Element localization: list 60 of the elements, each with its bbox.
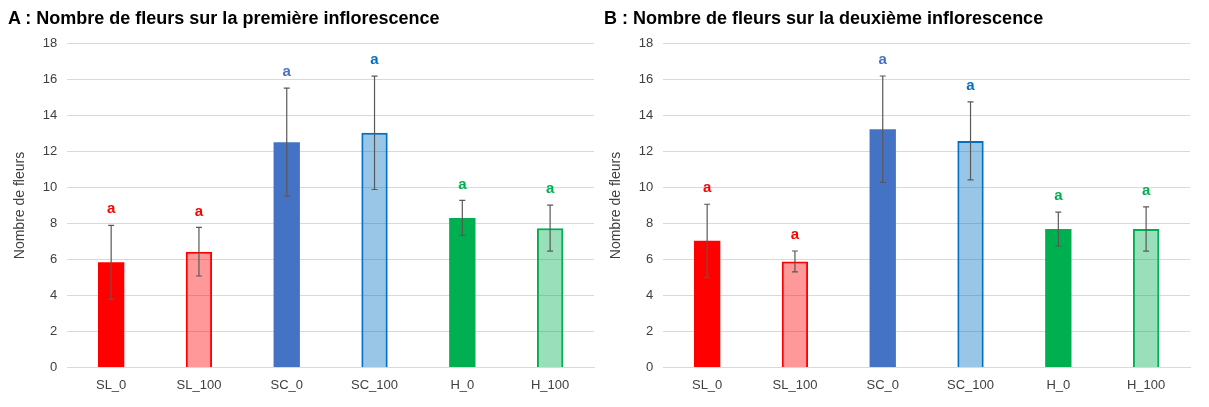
- x-tick-label: H_100: [1126, 376, 1166, 392]
- y-tick-label: 8: [50, 215, 58, 231]
- annotation: a: [106, 199, 116, 217]
- x-tick-label: SL_0: [691, 376, 723, 392]
- annotation: a: [878, 50, 888, 68]
- y-tick-label: 0: [646, 358, 654, 374]
- y-tick-label: 6: [646, 251, 654, 267]
- x-tick-label: H_0: [450, 376, 475, 392]
- annotation: a: [458, 174, 468, 192]
- chart-title: B : Nombre de fleurs sur la deuxième inflorescence: [604, 7, 1044, 28]
- y-tick-label: 18: [42, 35, 58, 51]
- x-tick-label: SC_0: [866, 376, 899, 392]
- y-tick-label: 10: [638, 179, 654, 195]
- x-tick-label: H_100: [530, 376, 570, 392]
- y-tick-label: 4: [646, 287, 654, 303]
- y-tick-label: 8: [646, 215, 654, 231]
- bar: [536, 228, 564, 367]
- annotation: a: [702, 178, 712, 196]
- y-tick-label: 14: [42, 107, 58, 123]
- y-tick-label: 10: [42, 179, 58, 195]
- annotation: a: [1141, 181, 1151, 199]
- x-tick-label: SC_100: [947, 376, 995, 392]
- y-tick-label: 4: [50, 287, 58, 303]
- bar: [693, 240, 721, 367]
- bar: [957, 140, 984, 367]
- y-tick-label: 18: [638, 35, 654, 51]
- bar: [781, 261, 809, 367]
- y-tick-label: 2: [50, 323, 58, 338]
- annotation: a: [790, 225, 800, 243]
- bar: [1132, 229, 1160, 367]
- y-tick-label: 16: [638, 71, 654, 87]
- bar: [361, 132, 388, 367]
- bar: [1045, 229, 1072, 367]
- bar: [273, 142, 300, 367]
- bar: [449, 217, 476, 367]
- annotation: a: [370, 50, 380, 68]
- annotation: a: [545, 179, 555, 197]
- y-tick-label: 6: [50, 251, 58, 267]
- x-tick-label: SC_0: [270, 376, 303, 392]
- y-tick-label: 14: [638, 107, 654, 123]
- annotation: a: [194, 201, 204, 219]
- annotation: a: [282, 62, 292, 80]
- x-tick-label: H_0: [1046, 376, 1071, 392]
- annotation: a: [1054, 186, 1064, 204]
- x-tick-label: SL_100: [176, 376, 222, 392]
- bar: [97, 262, 125, 367]
- annotation: a: [966, 76, 976, 94]
- y-tick-label: 12: [638, 143, 654, 159]
- y-tick-label: 0: [50, 358, 58, 374]
- bar: [185, 251, 213, 367]
- bar: [869, 129, 896, 367]
- chart-title: A : Nombre de fleurs sur la première inflorescence: [8, 7, 440, 28]
- y-tick-label: 2: [646, 323, 654, 338]
- y-axis-title: Nombre de fleurs: [11, 151, 28, 260]
- x-tick-label: SL_0: [95, 376, 127, 392]
- x-tick-label: SL_100: [772, 376, 818, 392]
- x-tick-label: SC_100: [351, 376, 399, 392]
- y-axis-title: Nombre de fleurs: [607, 151, 624, 260]
- y-tick-label: 16: [42, 71, 58, 87]
- y-tick-label: 12: [42, 143, 58, 159]
